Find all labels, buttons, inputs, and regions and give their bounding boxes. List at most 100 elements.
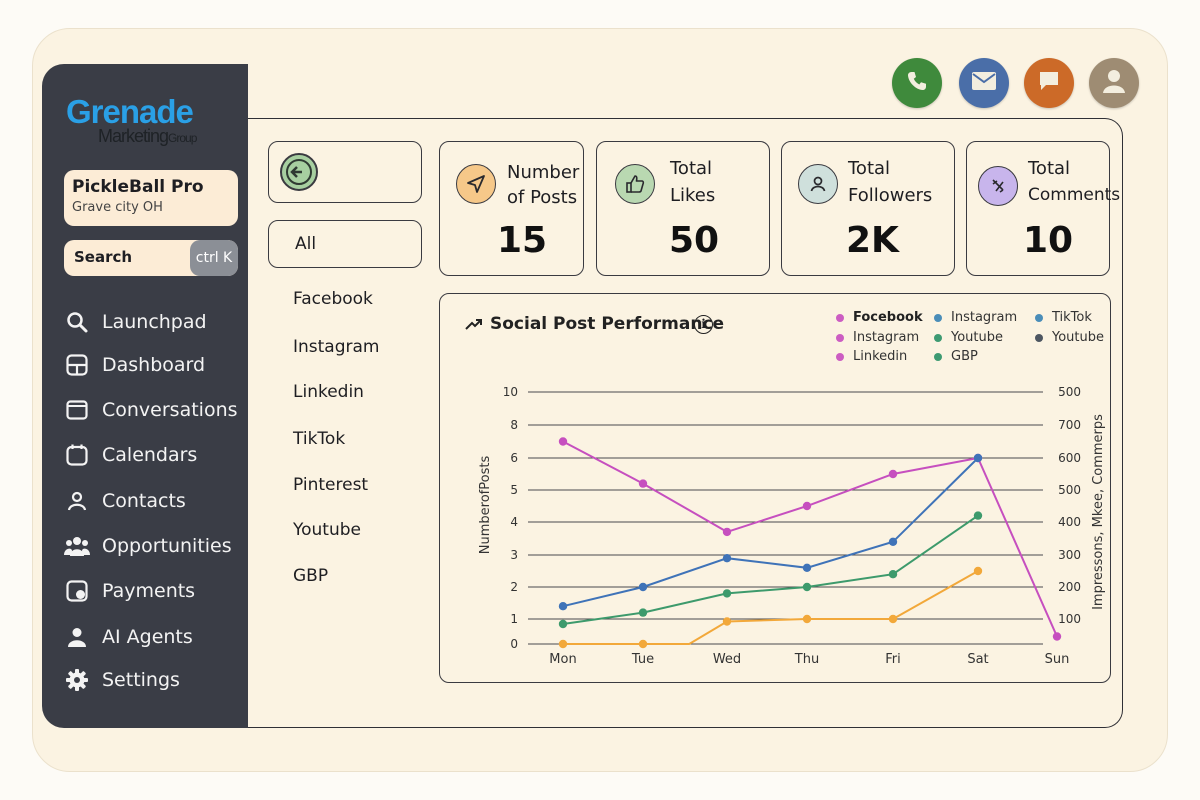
filter-linkedin[interactable]: Linkedin bbox=[293, 382, 364, 402]
legend-item[interactable]: Focebook bbox=[836, 310, 923, 325]
data-point bbox=[802, 582, 812, 592]
filter-facebook[interactable]: Facebook bbox=[293, 289, 373, 309]
data-point bbox=[802, 563, 812, 572]
filter-pinterest[interactable]: Pinterest bbox=[293, 475, 369, 495]
back-arrow-icon bbox=[279, 152, 319, 196]
stat-label-line2: of Posts bbox=[507, 187, 578, 208]
chart-card bbox=[439, 293, 1111, 683]
legend-label: GBP bbox=[951, 349, 978, 364]
mail-button[interactable] bbox=[959, 58, 1009, 108]
sidebar: Grenade MarketingGroup PickleBall Pro Gr… bbox=[42, 64, 248, 728]
search-button[interactable]: Search ctrl K bbox=[64, 240, 238, 276]
series-line bbox=[562, 440, 1058, 637]
data-point bbox=[722, 527, 732, 537]
trending-up-icon bbox=[464, 314, 484, 338]
y-tick-label: 10 bbox=[503, 385, 518, 399]
x-tick-label: Fri bbox=[885, 652, 901, 667]
nav-item-settings[interactable]: Settings bbox=[64, 664, 180, 696]
legend-item[interactable]: Youtube bbox=[1035, 330, 1104, 345]
send-icon bbox=[456, 164, 496, 204]
nav-item-dashboard[interactable]: Dashboard bbox=[64, 349, 205, 381]
y2-tick-label: 200 bbox=[1058, 580, 1081, 594]
legend-swatch bbox=[934, 352, 942, 361]
data-point bbox=[1052, 632, 1062, 641]
data-point bbox=[973, 566, 983, 576]
data-point bbox=[888, 570, 898, 579]
legend-item[interactable]: Linkedin bbox=[836, 349, 907, 364]
brand-logo[interactable]: Grenade MarketingGroup bbox=[66, 94, 236, 150]
legend-item[interactable]: Youtube bbox=[934, 330, 1003, 345]
x-tick-label: Sat bbox=[967, 652, 988, 667]
chart-title: Social Post Performance bbox=[490, 314, 725, 334]
info-icon[interactable]: i bbox=[694, 315, 713, 334]
stat-value: 50 bbox=[669, 220, 720, 261]
search-shortcut-badge: ctrl K bbox=[190, 240, 238, 276]
stat-card-likes[interactable]: Total Likes 50 bbox=[596, 141, 770, 276]
stat-label-line1: Total bbox=[1028, 158, 1071, 179]
comment-icon bbox=[978, 166, 1018, 206]
stat-label-line1: Total bbox=[848, 158, 891, 179]
chat-icon bbox=[64, 397, 90, 423]
back-button[interactable] bbox=[268, 141, 422, 203]
data-point bbox=[722, 589, 732, 598]
x-tick-label: Sun bbox=[1045, 652, 1070, 667]
mail-icon bbox=[971, 71, 997, 95]
stat-value: 10 bbox=[1023, 220, 1074, 261]
x-tick-label: Wed bbox=[713, 652, 741, 667]
legend-item[interactable]: Instagram bbox=[836, 330, 919, 345]
nav-item-calendars[interactable]: Calendars bbox=[64, 439, 197, 471]
legend-label: Instagram bbox=[951, 310, 1018, 325]
nav-item-ai-agents[interactable]: AI Agents bbox=[64, 621, 193, 653]
legend-swatch bbox=[836, 313, 844, 322]
legend-swatch bbox=[934, 333, 942, 342]
avatar-button[interactable] bbox=[1089, 58, 1139, 108]
stat-card-followers[interactable]: Total Followers 2K bbox=[781, 141, 955, 276]
filter-youtube[interactable]: Youtube bbox=[293, 520, 361, 540]
legend-label: Instagram bbox=[853, 330, 920, 345]
series-line bbox=[563, 570, 979, 645]
legend-item[interactable]: GBP bbox=[934, 349, 978, 364]
y-tick-label: 6 bbox=[510, 451, 518, 465]
person-icon bbox=[64, 624, 90, 650]
legend-label: Youtube bbox=[1052, 330, 1104, 345]
location-switcher[interactable]: PickleBall Pro Grave city OH bbox=[64, 170, 238, 226]
nav-label: Opportunities bbox=[102, 535, 232, 557]
legend-label: Focebook bbox=[853, 310, 923, 325]
stat-label-line1: Total bbox=[670, 158, 713, 179]
stat-card-posts[interactable]: Number of Posts 15 bbox=[439, 141, 584, 276]
stat-value: 15 bbox=[497, 220, 548, 261]
nav-label: Contacts bbox=[102, 490, 186, 512]
x-tick-label: Tue bbox=[631, 652, 654, 667]
legend-item[interactable]: TikTok bbox=[1035, 310, 1092, 325]
filter-all-button[interactable]: All bbox=[268, 220, 422, 268]
search-label: Search bbox=[74, 248, 133, 266]
nav-item-opportunities[interactable]: Opportunities bbox=[64, 530, 232, 562]
brand-logo-line2: MarketingGroup bbox=[98, 126, 197, 148]
chat-button[interactable] bbox=[1024, 58, 1074, 108]
legend-swatch bbox=[836, 333, 844, 342]
legend-label: TikTok bbox=[1052, 310, 1092, 325]
legend-swatch bbox=[836, 352, 844, 361]
nav-item-launchpad[interactable]: Launchpad bbox=[64, 306, 207, 338]
filter-gbp[interactable]: GBP bbox=[293, 566, 329, 586]
filter-instagram[interactable]: Instagram bbox=[293, 337, 380, 357]
legend-item[interactable]: Instagram bbox=[934, 310, 1017, 325]
y-axis-label: NumberofPosts bbox=[478, 456, 493, 555]
data-point bbox=[638, 582, 648, 592]
phone-button[interactable] bbox=[892, 58, 942, 108]
legend-label: Youtube bbox=[951, 330, 1003, 345]
y-tick-label: 1 bbox=[510, 612, 518, 626]
y-tick-label: 4 bbox=[510, 515, 518, 529]
nav-label: AI Agents bbox=[102, 626, 193, 648]
filter-tiktok[interactable]: TikTok bbox=[293, 429, 346, 449]
nav-item-contacts[interactable]: Contacts bbox=[64, 485, 186, 517]
y-tick-label: 5 bbox=[510, 483, 518, 497]
x-tick-label: Thu bbox=[794, 652, 819, 667]
nav-item-payments[interactable]: Payments bbox=[64, 575, 195, 607]
nav-item-conversations[interactable]: Conversations bbox=[64, 394, 238, 426]
data-point bbox=[558, 639, 568, 649]
y2-tick-label: 500 bbox=[1058, 385, 1081, 399]
people-icon bbox=[64, 533, 90, 559]
stat-card-comments[interactable]: Total Comments 10 bbox=[966, 141, 1120, 276]
y2-tick-label: 500 bbox=[1058, 483, 1081, 497]
